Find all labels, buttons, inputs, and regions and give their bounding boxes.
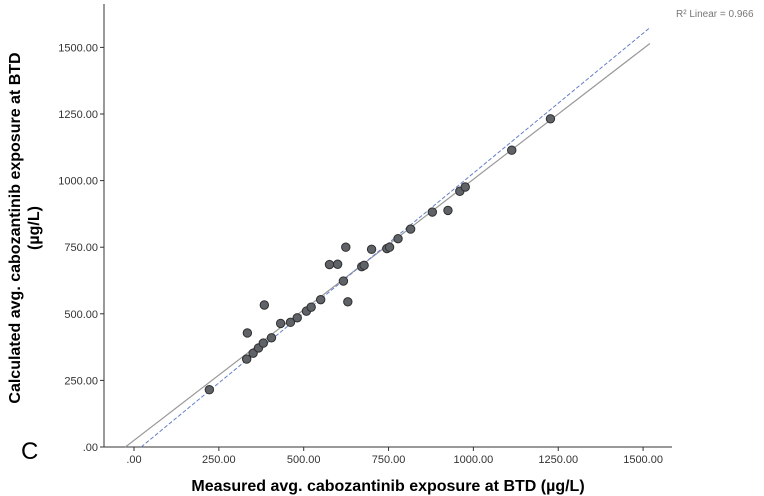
- data-point: [460, 182, 470, 192]
- x-tick-label: 1250.00: [538, 454, 578, 466]
- y-tick-label: 500.00: [64, 309, 98, 321]
- data-point: [324, 259, 335, 270]
- data-points: [204, 114, 556, 395]
- data-point: [204, 385, 215, 395]
- data-point: [343, 297, 353, 307]
- y-tick-label: 1250.00: [58, 109, 98, 121]
- panel-label: C: [21, 438, 38, 465]
- x-axis-ticks: .00 250.00 500.00 750.00 1000.00 1250.00 1500.…: [126, 447, 663, 466]
- regression-lines: [124, 27, 651, 448]
- data-point: [507, 145, 517, 155]
- data-point: [427, 207, 438, 217]
- data-point: [366, 244, 377, 255]
- data-point: [306, 302, 316, 312]
- x-axis-title: Measured avg. cabozantinib exposure at B…: [191, 478, 584, 495]
- data-point: [384, 242, 395, 252]
- y-tick-label: 250.00: [64, 375, 98, 387]
- y-tick-label: 1000.00: [58, 176, 98, 188]
- data-point: [332, 259, 343, 269]
- data-point: [443, 205, 453, 216]
- data-point: [341, 242, 351, 252]
- data-point: [545, 114, 556, 124]
- data-point: [393, 233, 403, 244]
- y-tick-label: 1500.00: [58, 42, 98, 54]
- data-point: [359, 260, 369, 271]
- y-tick-label: 750.00: [64, 242, 98, 254]
- y-axis-title-line-1: Calculated avg. cabozantinib exposure at…: [7, 52, 24, 403]
- axes: [103, 4, 672, 448]
- data-point: [242, 328, 253, 338]
- y-axis-ticks: .00 250.00 500.00 750.00 1000.00 1250.00 1500.…: [58, 42, 104, 454]
- y-axis-title-line-2: (µg/L): [26, 206, 43, 250]
- data-point: [259, 300, 270, 310]
- fit-line: [140, 27, 651, 448]
- data-point: [266, 333, 277, 343]
- x-tick-label: .00: [126, 454, 141, 466]
- data-point: [292, 313, 302, 323]
- x-tick-label: 750.00: [372, 454, 406, 466]
- r2-label: R² Linear = 0.966: [676, 9, 754, 20]
- x-tick-label: 500.00: [287, 454, 321, 466]
- x-tick-label: 1000.00: [454, 454, 494, 466]
- x-tick-label: 1500.00: [623, 454, 663, 466]
- data-point: [338, 276, 349, 286]
- y-tick-label: .00: [83, 442, 98, 454]
- y-axis-title: Calculated avg. cabozantinib exposure at…: [7, 52, 43, 403]
- data-point: [258, 338, 269, 348]
- data-point: [405, 224, 416, 234]
- x-tick-label: 250.00: [202, 454, 236, 466]
- data-point: [241, 354, 252, 364]
- data-point: [315, 294, 326, 305]
- data-point: [275, 318, 286, 329]
- data-point: [285, 317, 296, 328]
